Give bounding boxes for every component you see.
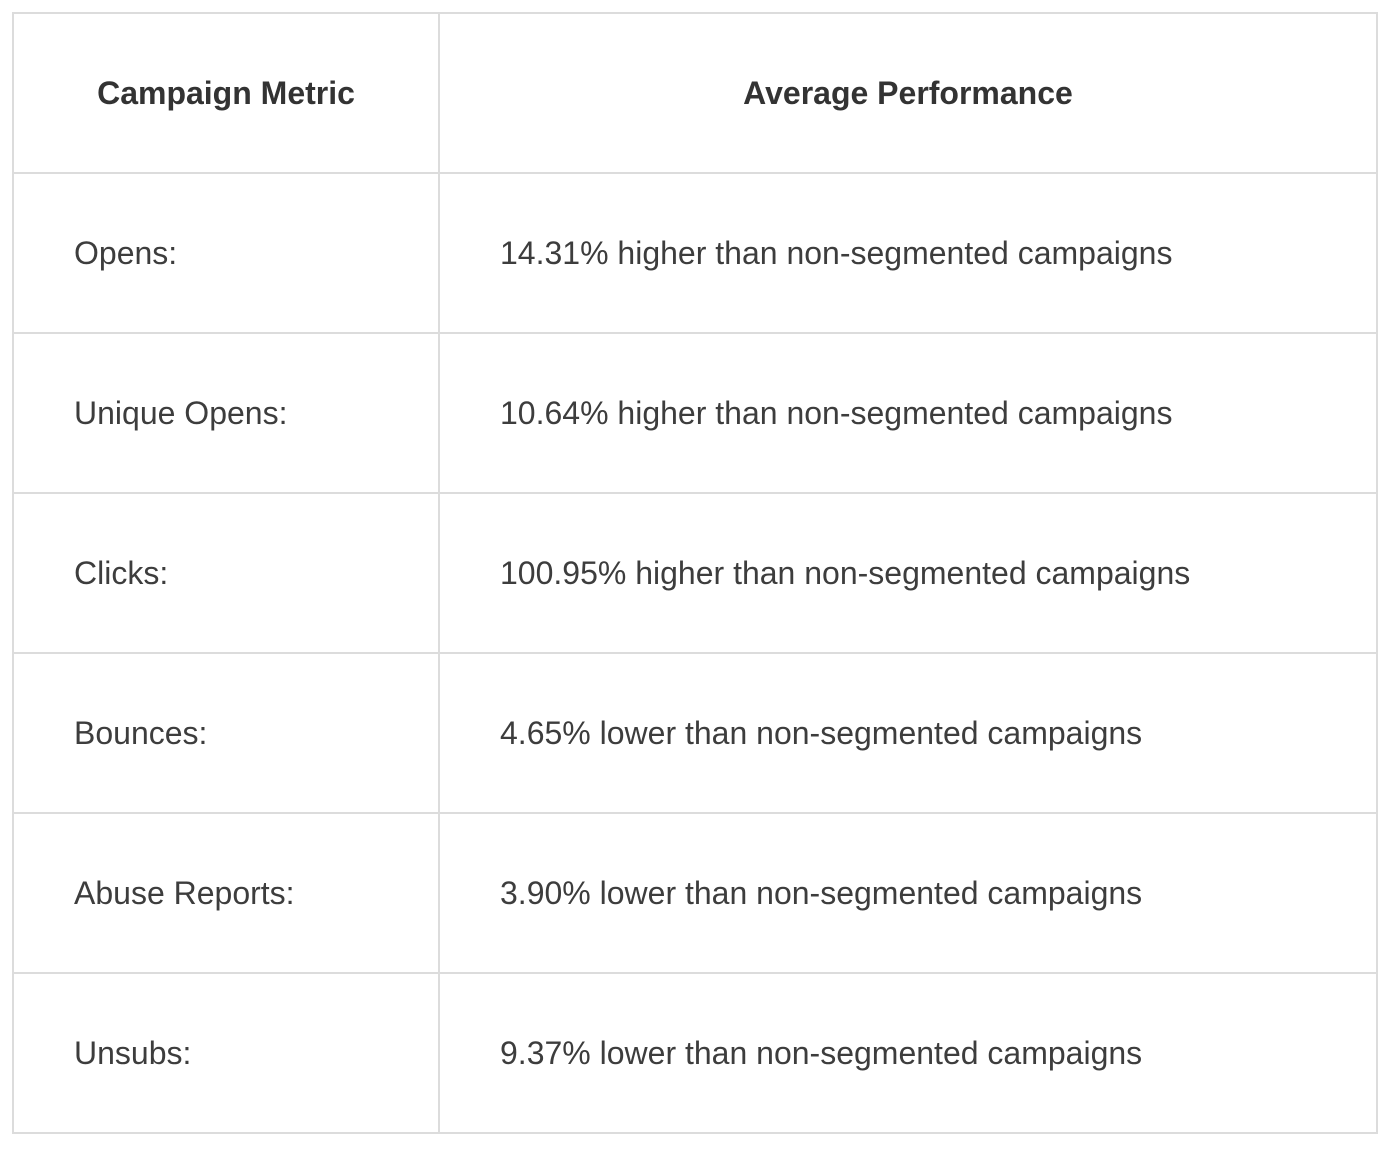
- table-row: Unsubs: 9.37% lower than non-segmented c…: [12, 972, 1378, 1134]
- performance-cell: 10.64% higher than non-segmented campaig…: [438, 332, 1378, 494]
- performance-cell: 4.65% lower than non-segmented campaigns: [438, 652, 1378, 814]
- table-row: Opens: 14.31% higher than non-segmented …: [12, 172, 1378, 334]
- metric-cell: Bounces:: [12, 652, 440, 814]
- table-header: Campaign Metric Average Performance: [12, 12, 1378, 174]
- table-row: Clicks: 100.95% higher than non-segmente…: [12, 492, 1378, 654]
- performance-cell: 14.31% higher than non-segmented campaig…: [438, 172, 1378, 334]
- header-campaign-metric: Campaign Metric: [12, 12, 440, 174]
- metric-cell: Clicks:: [12, 492, 440, 654]
- metric-cell: Opens:: [12, 172, 440, 334]
- header-row: Campaign Metric Average Performance: [12, 12, 1378, 174]
- campaign-metrics-table: Campaign Metric Average Performance Open…: [12, 12, 1378, 1134]
- table-row: Abuse Reports: 3.90% lower than non-segm…: [12, 812, 1378, 974]
- metric-cell: Abuse Reports:: [12, 812, 440, 974]
- table-body: Opens: 14.31% higher than non-segmented …: [12, 172, 1378, 1134]
- metric-cell: Unique Opens:: [12, 332, 440, 494]
- header-average-performance: Average Performance: [438, 12, 1378, 174]
- performance-cell: 3.90% lower than non-segmented campaigns: [438, 812, 1378, 974]
- metric-cell: Unsubs:: [12, 972, 440, 1134]
- table-row: Bounces: 4.65% lower than non-segmented …: [12, 652, 1378, 814]
- performance-cell: 100.95% higher than non-segmented campai…: [438, 492, 1378, 654]
- performance-cell: 9.37% lower than non-segmented campaigns: [438, 972, 1378, 1134]
- table-row: Unique Opens: 10.64% higher than non-seg…: [12, 332, 1378, 494]
